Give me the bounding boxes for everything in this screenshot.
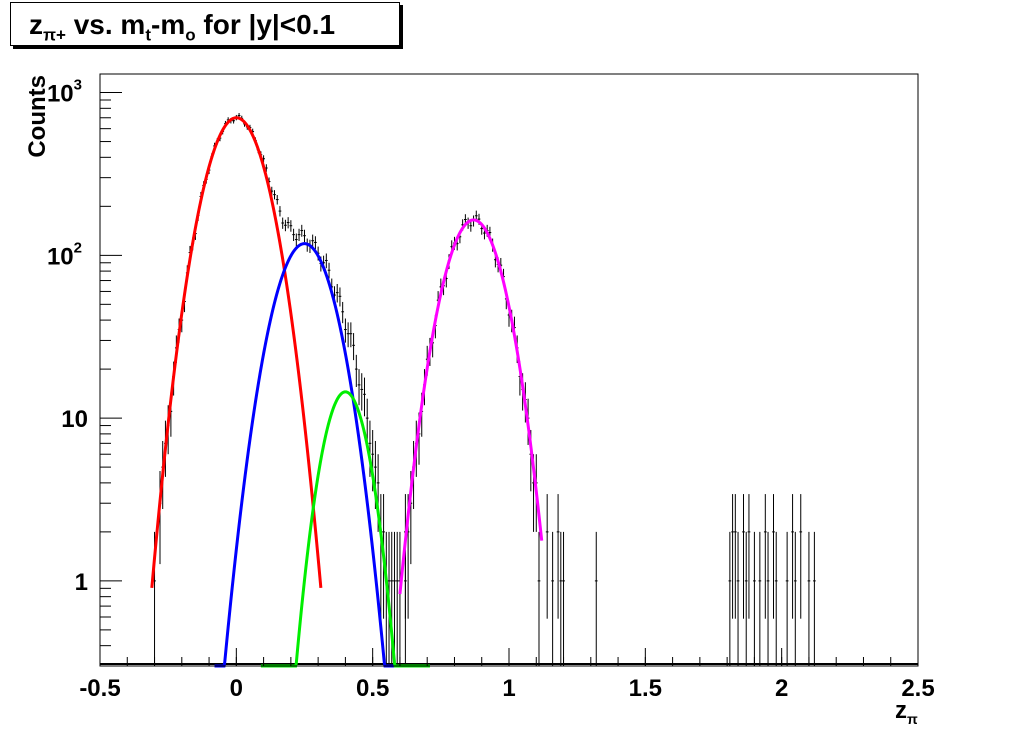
chart-title-box: zπ+ vs. mt-mo for |y|<0.1 <box>10 2 400 46</box>
title-rest: for |y|<0.1 <box>195 9 336 40</box>
x-axis-label-main: z <box>895 697 907 724</box>
x-tick-label: 0.5 <box>356 675 389 702</box>
fit-curve-2 <box>214 242 400 668</box>
axes-layer: -0.5 0 0.5 1 1.5 2 2.5 1 10 102 103 <box>47 77 935 702</box>
chart-title: zπ+ vs. mt-mo for |y|<0.1 <box>29 9 335 46</box>
title-vs-m: vs. m <box>65 9 146 40</box>
x-tick-label: 2.5 <box>901 675 934 702</box>
y-tick-label: 102 <box>47 239 82 270</box>
x-axis-label: zπ <box>895 697 918 727</box>
title-dash-m: -m <box>151 9 186 40</box>
fit-curve-4 <box>398 218 544 595</box>
x-tick-label: 2 <box>775 675 788 702</box>
histogram-layer <box>100 112 918 666</box>
title-z-subscript: π+ <box>43 25 66 45</box>
title-z: z <box>29 9 43 40</box>
fit-curves-layer <box>150 116 544 668</box>
x-tick-label: 0 <box>230 675 243 702</box>
x-tick-label: 1.5 <box>629 675 662 702</box>
fit-curve-1 <box>150 116 323 589</box>
y-tick-label: 10 <box>61 406 88 433</box>
title-t-subscript: t <box>145 25 152 45</box>
y-axis-label: Counts <box>24 75 51 158</box>
y-tick-label: 103 <box>47 77 82 108</box>
y-tick-label: 1 <box>75 569 88 596</box>
x-tick-label: 1 <box>502 675 515 702</box>
x-axis-label-subscript: π <box>907 711 918 727</box>
title-o-subscript: o <box>185 25 196 45</box>
fit-curve-3 <box>260 390 430 668</box>
x-tick-label: -0.5 <box>79 675 120 702</box>
